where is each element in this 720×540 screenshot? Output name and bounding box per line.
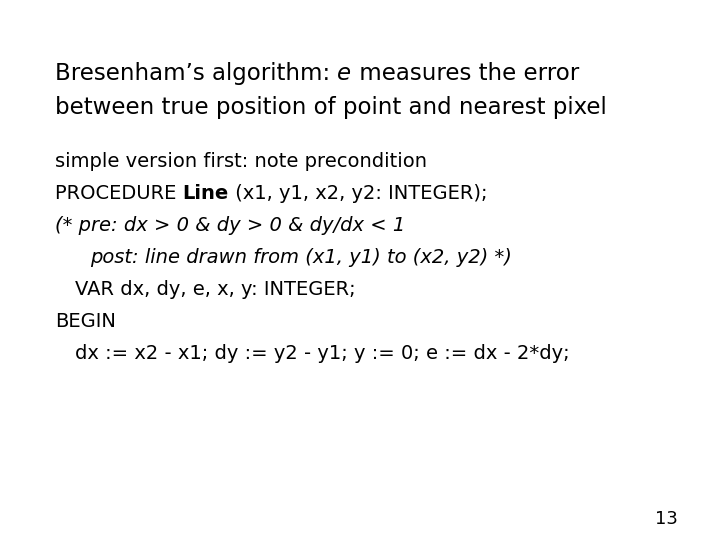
Text: simple version first: note precondition: simple version first: note precondition <box>55 152 427 171</box>
Text: dx := x2 - x1; dy := y2 - y1; y := 0; e := dx - 2*dy;: dx := x2 - x1; dy := y2 - y1; y := 0; e … <box>75 344 570 363</box>
Text: e: e <box>338 62 351 85</box>
Text: (* pre: dx > 0 & dy > 0 & dy/dx < 1: (* pre: dx > 0 & dy > 0 & dy/dx < 1 <box>55 216 405 235</box>
Text: Bresenham’s algorithm:: Bresenham’s algorithm: <box>55 62 338 85</box>
Text: between true position of point and nearest pixel: between true position of point and neare… <box>55 96 607 119</box>
Text: 13: 13 <box>655 510 678 528</box>
Text: (x1, y1, x2, y2: INTEGER);: (x1, y1, x2, y2: INTEGER); <box>229 184 487 203</box>
Text: measures the error: measures the error <box>351 62 579 85</box>
Text: PROCEDURE: PROCEDURE <box>55 184 183 203</box>
Text: BEGIN: BEGIN <box>55 312 116 331</box>
Text: post: line drawn from (x1, y1) to (x2, y2) *): post: line drawn from (x1, y1) to (x2, y… <box>90 248 512 267</box>
Text: Line: Line <box>183 184 229 203</box>
Text: VAR dx, dy, e, x, y: INTEGER;: VAR dx, dy, e, x, y: INTEGER; <box>75 280 356 299</box>
